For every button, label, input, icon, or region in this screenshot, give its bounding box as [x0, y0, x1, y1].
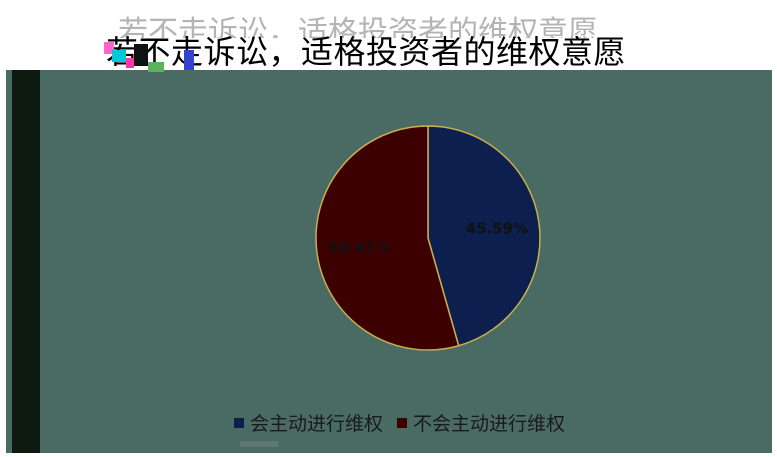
- glitch-artifact: [148, 62, 164, 72]
- legend-label-inactive: 不会主动进行维权: [413, 413, 566, 435]
- pie-slice-inactive: [315, 125, 460, 351]
- glitch-artifact: [104, 42, 114, 54]
- slice-label-active: 45.59%: [466, 219, 528, 237]
- legend-swatch-active: [234, 417, 244, 428]
- left-edge-strip: [12, 70, 40, 453]
- chart-title-shadow: 若不走诉讼，适格投资者的维权意愿: [118, 15, 598, 50]
- glitch-artifact: [184, 50, 194, 70]
- legend-item-active: 会主动进行维权: [234, 409, 383, 436]
- chart-frame: 若不走诉讼，适格投资者的维权意愿 若不走诉讼，适格投资者的维权意愿 45.59%…: [6, 4, 772, 453]
- pie-chart: 45.59% 54.41%: [315, 125, 541, 351]
- slice-label-inactive: 54.41%: [328, 239, 390, 257]
- footer-smudge: [240, 441, 278, 447]
- legend-swatch-inactive: [397, 417, 408, 428]
- glitch-artifact: [126, 58, 134, 68]
- legend-item-inactive: 不会主动进行维权: [397, 409, 565, 436]
- legend-label-active: 会主动进行维权: [250, 413, 384, 435]
- pie-slice-active: [427, 125, 541, 347]
- glitch-artifact: [112, 50, 126, 62]
- legend: 会主动进行维权 不会主动进行维权: [234, 409, 565, 436]
- glitch-artifact: [134, 44, 148, 66]
